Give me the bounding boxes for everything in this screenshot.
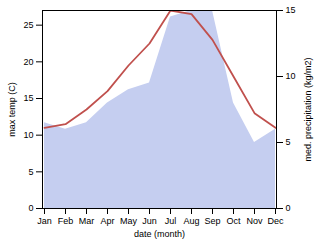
svg-text:date (month): date (month): [134, 229, 185, 239]
svg-text:10: 10: [23, 130, 33, 140]
svg-text:15: 15: [286, 5, 296, 15]
svg-text:10: 10: [286, 71, 296, 81]
svg-text:med. precipitation (kg/m2): med. precipitation (kg/m2): [303, 57, 313, 161]
svg-text:Feb: Feb: [58, 216, 74, 226]
svg-text:Jan: Jan: [37, 216, 52, 226]
svg-text:Jul: Jul: [165, 216, 177, 226]
svg-text:May: May: [120, 216, 138, 226]
svg-text:Mar: Mar: [79, 216, 95, 226]
svg-text:Dec: Dec: [267, 216, 284, 226]
svg-text:Jun: Jun: [142, 216, 157, 226]
svg-text:Nov: Nov: [246, 216, 263, 226]
svg-text:25: 25: [23, 20, 33, 30]
svg-text:Sep: Sep: [204, 216, 220, 226]
svg-text:5: 5: [28, 167, 33, 177]
svg-text:0: 0: [286, 203, 291, 213]
svg-text:5: 5: [286, 137, 291, 147]
svg-text:Oct: Oct: [226, 216, 241, 226]
svg-text:15: 15: [23, 93, 33, 103]
svg-text:Aug: Aug: [183, 216, 199, 226]
svg-text:0: 0: [28, 203, 33, 213]
svg-text:Apr: Apr: [100, 216, 114, 226]
svg-text:20: 20: [23, 57, 33, 67]
svg-text:max temp (C): max temp (C): [7, 82, 17, 137]
